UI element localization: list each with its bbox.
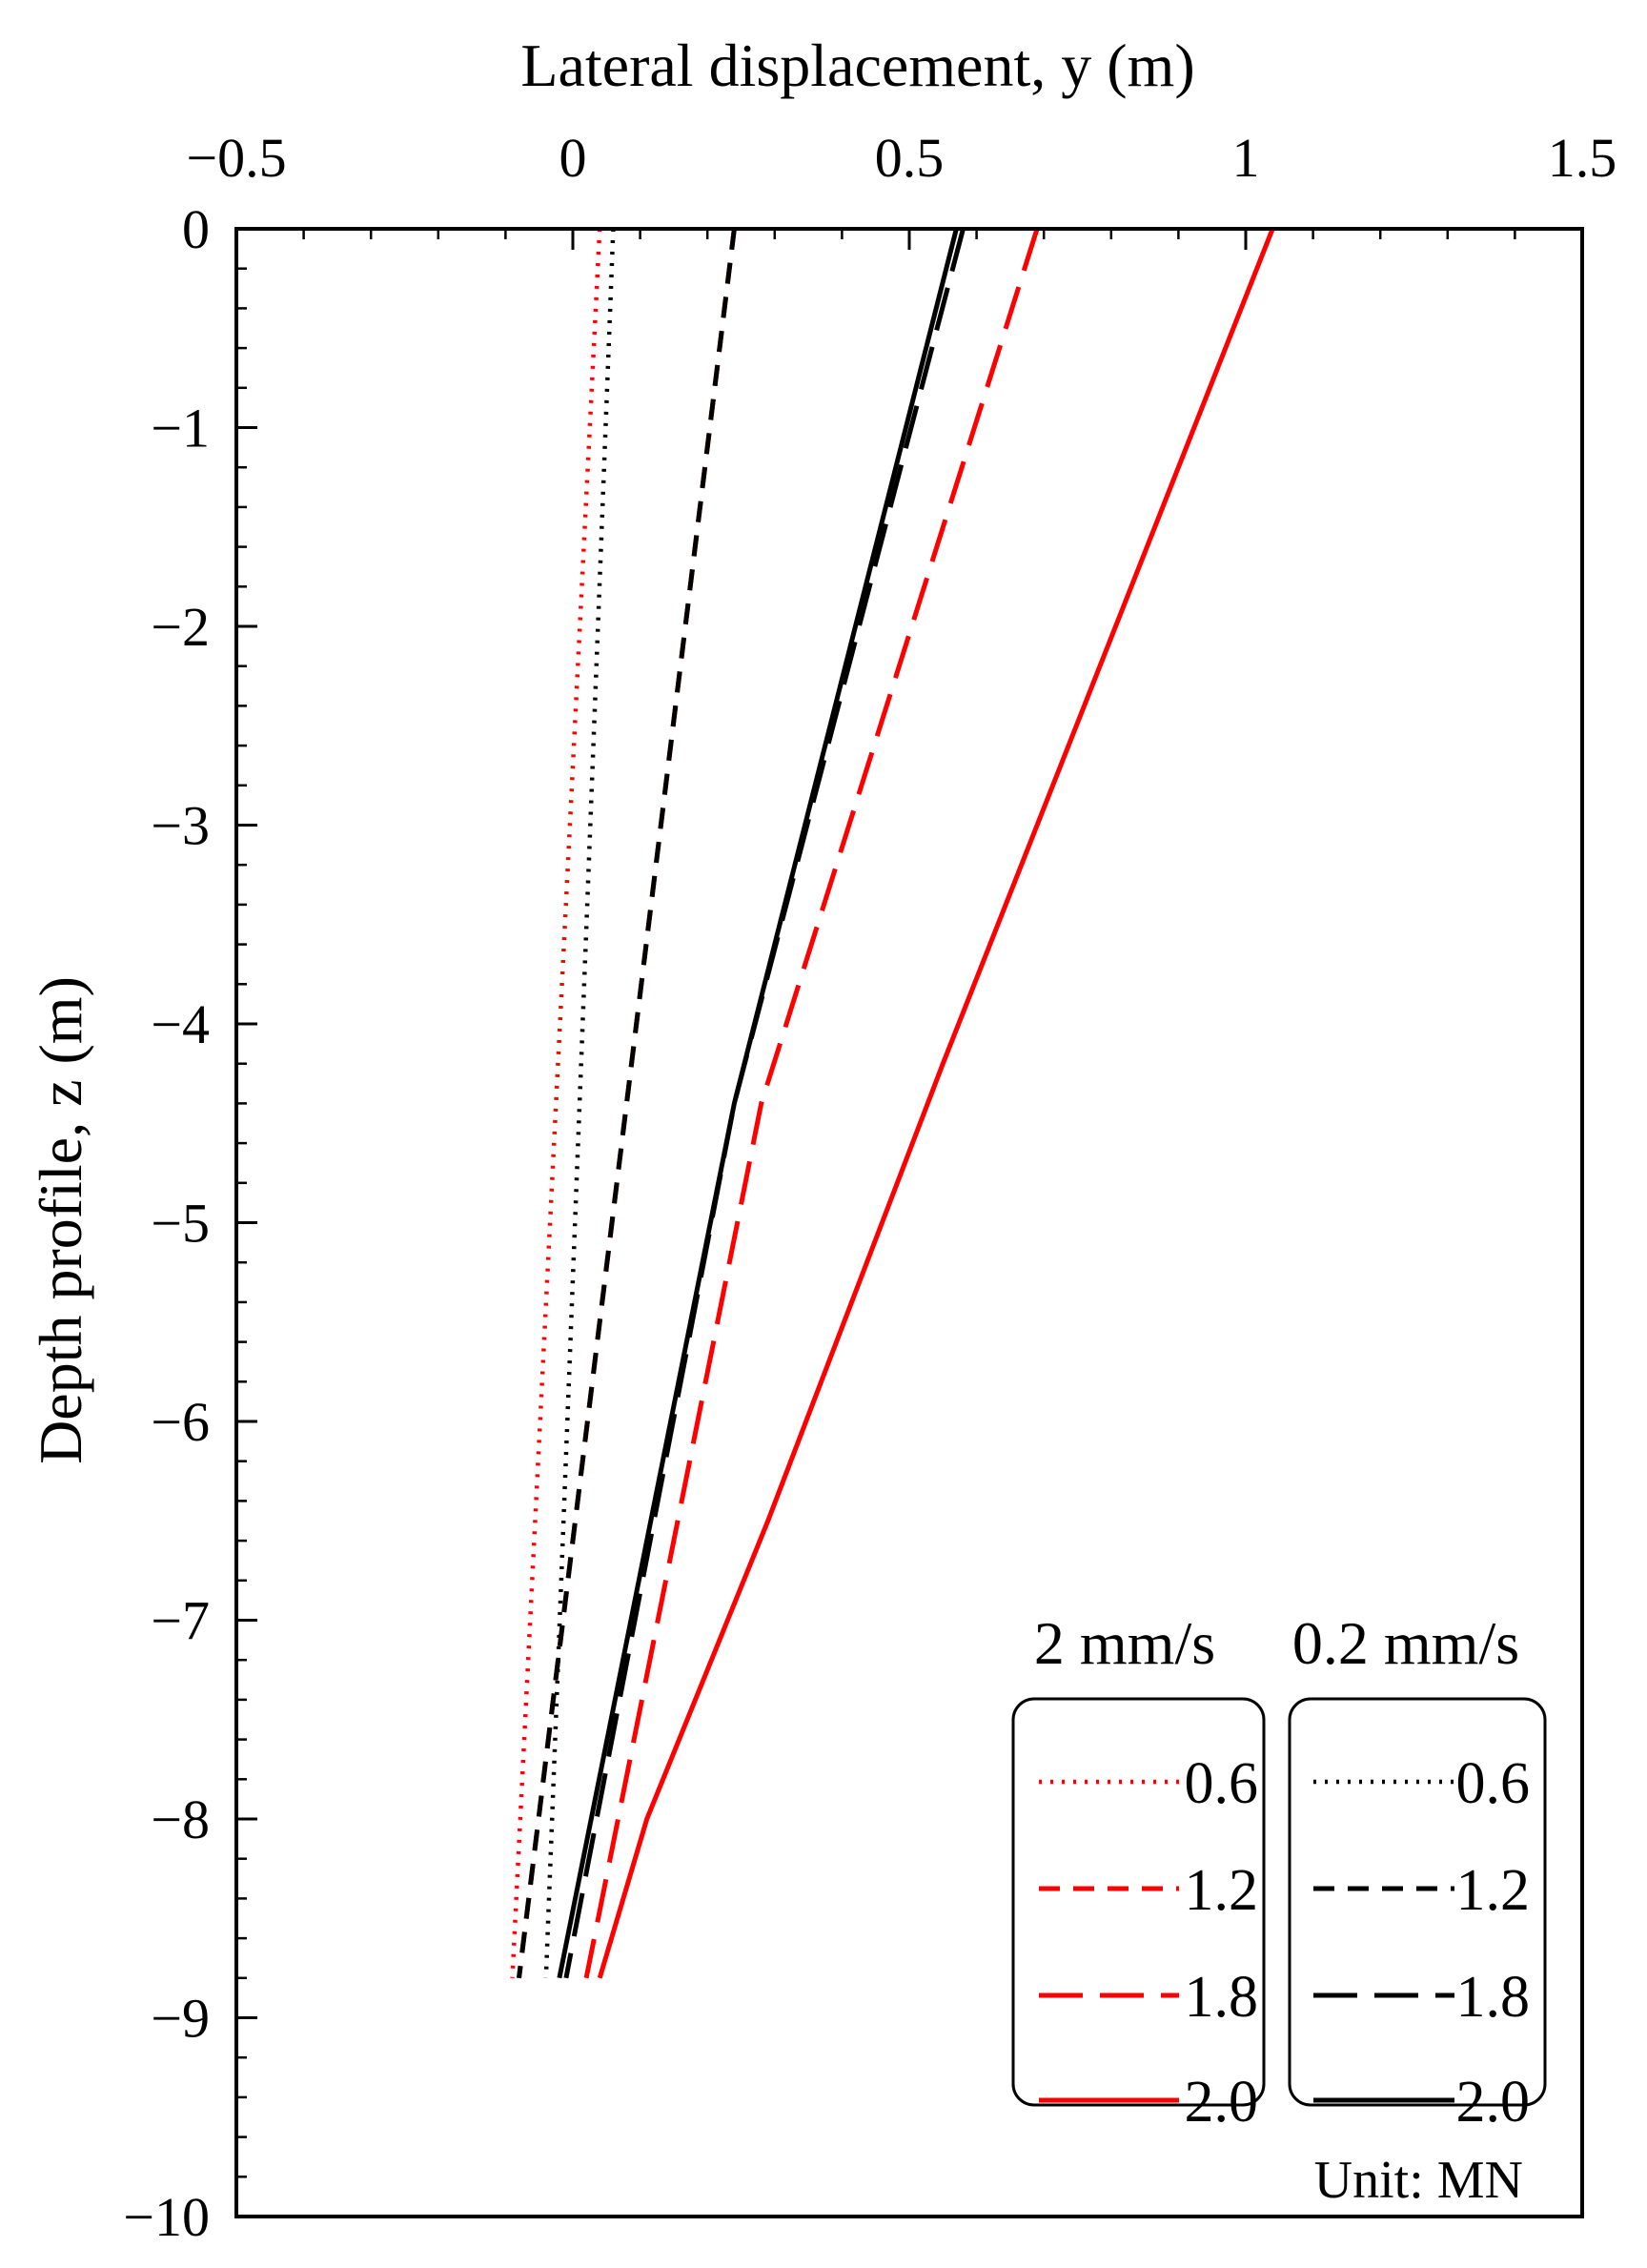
- legend-label: 1.8: [1456, 1965, 1531, 2030]
- series-line: [557, 228, 959, 1979]
- x-tick-label: 0.5: [875, 127, 945, 189]
- y-tick-label: −7: [151, 1590, 210, 1652]
- y-tick-label: −4: [151, 993, 210, 1055]
- x-tick-label: 1.5: [1548, 127, 1617, 189]
- y-axis-title: Depth profile, z (m): [27, 976, 94, 1464]
- x-tick-label: 1: [1232, 127, 1260, 189]
- series-line: [583, 228, 1040, 1979]
- legend-label: 2.0: [1185, 2070, 1259, 2135]
- series-line: [563, 228, 966, 1979]
- legend-label: 1.2: [1185, 1858, 1259, 1923]
- series-line: [597, 228, 1275, 1979]
- legend-label: 1.8: [1185, 1965, 1259, 2030]
- legend-header-slow: 0.2 mm/s: [1292, 1609, 1519, 1677]
- legend-entries: 0.6 1.2 1.8 2.0 0.6 1.2 1.8 2.0: [1039, 1751, 1530, 2135]
- plot-frame: [234, 227, 1584, 2218]
- series-line: [517, 228, 737, 1979]
- x-tick-label: 0: [559, 127, 587, 189]
- y-tick-label: −9: [151, 1988, 210, 2050]
- x-axis-title: Lateral displacement, y (m): [520, 31, 1194, 99]
- y-tick-label: −5: [151, 1193, 210, 1255]
- legend-label: 2.0: [1456, 2070, 1531, 2135]
- y-tick-label: −2: [151, 596, 210, 658]
- series-line: [517, 228, 737, 1979]
- legend-label: 0.6: [1456, 1751, 1531, 1816]
- y-tick-label: −10: [123, 2186, 210, 2248]
- y-tick-label: −6: [151, 1391, 210, 1453]
- y-tick-label: −8: [151, 1788, 210, 1850]
- legend-box-slow: [1288, 1697, 1547, 2107]
- y-tick-label: −1: [151, 398, 210, 460]
- legend-unit-note: Unit: MN: [1314, 2151, 1523, 2210]
- legend-box-fast: [1011, 1697, 1266, 2107]
- legend-label: 1.2: [1456, 1858, 1531, 1923]
- y-tick-label: 0: [182, 198, 210, 260]
- series-line: [543, 228, 616, 1978]
- legend-header-fast: 2 mm/s: [1034, 1609, 1215, 1677]
- legend: 2 mm/s 0.2 mm/s 0.6 1.2 1.8 2.0 0.6 1.2 1.8 2.0…: [1011, 1609, 1547, 2210]
- y-tick-label: −3: [151, 795, 210, 857]
- plot-series: [510, 228, 1275, 1979]
- axis-ticks: −0.5 0 0.5 1 1.5 0 −1 −2 −3 −4 −5 −6 −7 −8 −9 −10: [123, 127, 1616, 2248]
- x-tick-label: −0.5: [186, 127, 286, 189]
- legend-label: 0.6: [1185, 1751, 1259, 1816]
